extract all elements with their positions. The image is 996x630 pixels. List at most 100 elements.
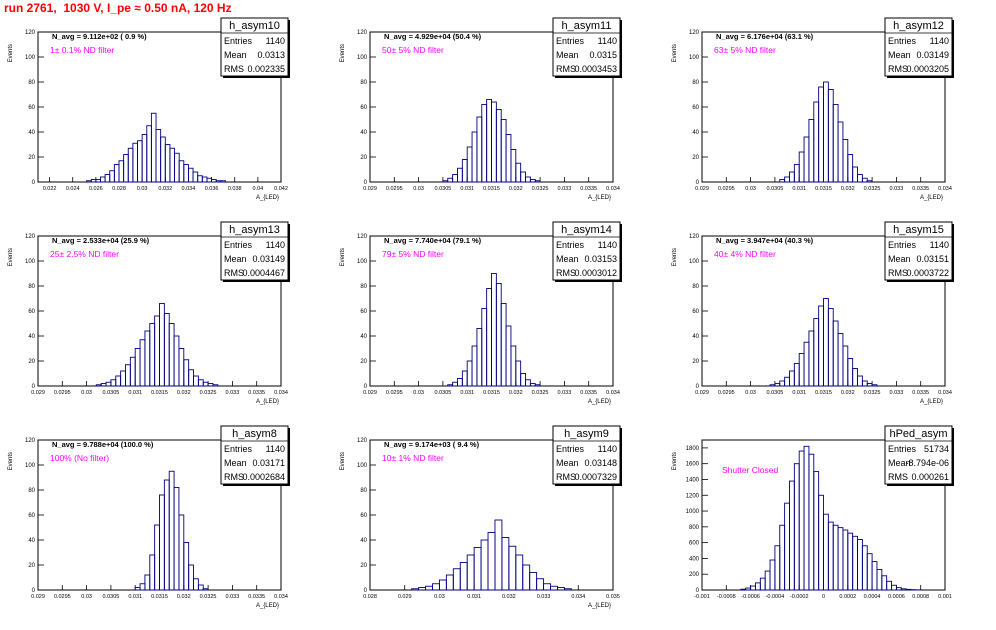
histogram-bin [780, 525, 785, 590]
histogram-bin [872, 562, 877, 590]
histogram-bin [460, 563, 467, 591]
histogram-bin [462, 371, 467, 386]
stats-value-entries: 1140 [266, 240, 285, 250]
histogram-bin [814, 472, 819, 590]
histogram-bin [155, 316, 160, 386]
histogram-bin [207, 178, 212, 182]
histogram-bin [481, 540, 488, 590]
histogram-bin [789, 371, 794, 386]
stats-value-mean: 0.0315 [589, 50, 617, 60]
histogram-bin [537, 579, 544, 590]
x-tick-label: 0.0305 [434, 186, 451, 192]
histogram-bin [843, 346, 848, 386]
histogram-bin [853, 167, 858, 182]
y-tick-label: 60 [360, 309, 367, 315]
histogram-bin [462, 160, 467, 183]
x-tick-label: 0.0325 [864, 390, 881, 396]
stats-value-entries: 1140 [598, 36, 617, 46]
y-tick-label: 60 [28, 513, 35, 519]
histogram-bin [511, 346, 516, 386]
y-tick-label: 60 [360, 105, 367, 111]
stats-label-entries: Entries [888, 36, 917, 46]
stats-label-rms: RMS [888, 268, 908, 278]
histogram-bin [487, 289, 492, 387]
x-tick-label: 0.028 [363, 594, 377, 600]
x-tick-label: 0.033 [537, 594, 551, 600]
stats-label-mean: Mean [224, 458, 247, 468]
x-tick-label: 0.033 [890, 186, 904, 192]
x-tick-label: 0.024 [66, 186, 80, 192]
x-tick-label: 0.0335 [912, 186, 929, 192]
histogram-bin [169, 471, 174, 590]
x-tick-label: 0.0335 [248, 594, 265, 600]
histogram-bin [184, 360, 189, 386]
y-tick-label: 60 [692, 105, 699, 111]
histogram-bin [828, 309, 833, 387]
histogram-bin [140, 584, 145, 590]
histogram-bin [193, 172, 198, 182]
histogram-bin [175, 153, 180, 182]
stats-value-entries: 1140 [598, 240, 617, 250]
histogram-bin [521, 374, 526, 387]
histogram-bin [794, 165, 799, 183]
histogram-bin [106, 382, 111, 386]
x-tick-label: 0.0295 [386, 390, 403, 396]
x-axis-label: A_{LED} [256, 195, 279, 201]
histogram-name: h_asym8 [232, 428, 277, 440]
y-tick-label: 20 [360, 155, 367, 161]
histogram-bins [448, 274, 540, 387]
histogram-bin [775, 384, 780, 387]
navg-label: N_avg = 9.788e+04 (100.0 %) [52, 440, 154, 449]
x-tick-label: 0.0295 [54, 390, 71, 396]
stats-value-entries: 1140 [930, 36, 949, 46]
y-axis-label: Events [8, 44, 14, 62]
histogram-bin [477, 329, 482, 387]
histogram-bin [511, 150, 516, 183]
stats-value-mean: 0.03148 [584, 458, 617, 468]
histogram-bin [147, 126, 152, 182]
histogram-bin [184, 165, 189, 183]
x-axis-label: A_{LED} [588, 195, 611, 201]
stats-label-entries: Entries [556, 444, 585, 454]
histogram-name: hPed_asym [889, 428, 947, 440]
x-tick-label: 0.032 [158, 186, 172, 192]
y-tick-label: 1000 [686, 509, 700, 515]
histogram-bin [848, 359, 853, 387]
histogram-bin [128, 148, 133, 182]
x-tick-label: 0.0335 [580, 390, 597, 396]
y-tick-label: 600 [689, 541, 700, 547]
histogram-bin [814, 102, 819, 182]
histogram-bin [203, 589, 208, 590]
y-tick-label: 120 [357, 234, 368, 240]
x-tick-label: 0.0335 [580, 186, 597, 192]
y-axis-label: Events [672, 452, 678, 470]
x-axis-label: A_{LED} [256, 399, 279, 405]
stats-value-mean: -8.794e-06 [905, 458, 949, 468]
stats-value-mean: 0.03149 [916, 50, 949, 60]
y-tick-label: 20 [360, 359, 367, 365]
stats-label-mean: Mean [224, 254, 247, 264]
histogram-bin [838, 528, 843, 590]
y-tick-label: 100 [25, 259, 36, 265]
histogram-bin [828, 90, 833, 183]
y-tick-label: 80 [360, 80, 367, 86]
stats-value-rms: 0.002335 [247, 64, 285, 74]
stats-label-entries: Entries [556, 36, 585, 46]
histogram-name: h_asym9 [564, 428, 609, 440]
x-tick-label: 0.034 [606, 186, 620, 192]
histogram-bin [111, 380, 116, 386]
filter-label: 25± 2.5% ND filter [50, 249, 119, 259]
histogram-bin [145, 331, 150, 386]
histogram-bin [838, 122, 843, 182]
navg-label: N_avg = 9.112e+02 ( 0.9 %) [52, 32, 147, 41]
histogram-bin [833, 321, 838, 386]
x-tick-label: 0.033 [558, 186, 572, 192]
